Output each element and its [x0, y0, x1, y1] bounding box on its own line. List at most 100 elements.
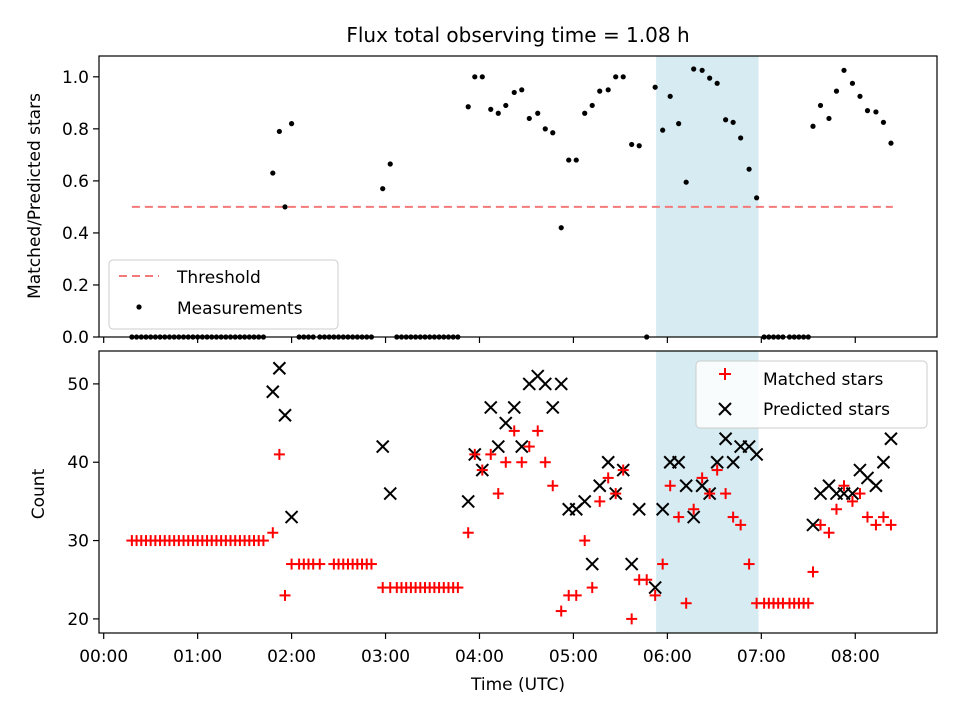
x-tick-label: 01:00	[173, 647, 222, 667]
predicted-point	[655, 502, 670, 516]
matched-point	[469, 448, 481, 460]
matched-point	[570, 589, 582, 601]
matched-point	[547, 480, 559, 492]
predicted-point	[383, 486, 397, 501]
measurement-point	[738, 135, 744, 141]
matched-point	[711, 464, 723, 476]
measurement-point	[833, 88, 840, 94]
measurement-point	[558, 225, 564, 231]
legend-predicted-label: Predicted stars	[763, 400, 890, 420]
legend-measurements-swatch	[136, 304, 142, 310]
legend-measurements-label: Measurements	[177, 299, 303, 319]
measurement-point	[636, 143, 642, 149]
predicted-point	[710, 455, 724, 469]
bottom-legend: Matched stars Predicted stars	[695, 360, 928, 429]
matched-point	[555, 605, 567, 617]
matched-point	[815, 519, 827, 531]
measurement-point	[691, 66, 697, 72]
matched-point	[508, 425, 520, 437]
matched-point	[267, 527, 279, 539]
predicted-point	[278, 408, 292, 422]
legend-threshold-label: Threshold	[176, 268, 261, 288]
matched-point	[641, 574, 653, 586]
predicted-point	[515, 439, 529, 454]
observing-window-shade	[656, 56, 759, 337]
matched-point	[673, 511, 685, 523]
bottom-legend-box	[695, 360, 928, 429]
matched-point	[594, 495, 606, 507]
y-tick-label: 0.2	[62, 276, 89, 296]
measurement-point	[488, 106, 494, 112]
bottom-y-axis-label: Count	[29, 468, 49, 519]
measurement-point	[699, 67, 705, 73]
measurement-point	[589, 102, 595, 109]
predicted-point	[491, 439, 505, 454]
measurement-point	[629, 141, 635, 148]
y-tick-label: 50	[67, 375, 89, 395]
x-tick-label: 03:00	[361, 647, 410, 667]
measurement-point	[526, 115, 532, 122]
predicted-point	[632, 502, 646, 516]
matched-point	[452, 582, 464, 594]
top-legend: Threshold Measurements	[108, 259, 339, 330]
measurement-point	[746, 166, 752, 172]
measurement-point	[730, 119, 736, 125]
bottom-x-ticks: 00:00 01:00 02:00 03:00 04:00 05:00 06:00 07:00…	[79, 633, 880, 667]
measurement-point	[270, 170, 276, 176]
measurement-point	[519, 87, 525, 93]
predicted-point	[749, 447, 764, 462]
matched-point	[743, 558, 755, 570]
matched-point	[492, 488, 504, 500]
chart-title: Flux total observing time = 1.08 h	[346, 23, 689, 47]
measurement-point	[465, 104, 471, 110]
matched-point	[516, 456, 528, 468]
predicted-point	[601, 455, 615, 469]
measurement-point	[573, 157, 579, 163]
x-tick-label: 08:00	[831, 647, 880, 667]
matched-point	[657, 558, 669, 570]
measurement-point	[880, 119, 887, 125]
x-axis-label: Time (UTC)	[470, 675, 565, 695]
matched-point	[664, 480, 676, 492]
top-y-ticks: 0.0 0.2 0.4 0.6 0.8 1.0	[62, 68, 99, 348]
measurement-points	[129, 66, 894, 340]
measurement-point	[503, 102, 509, 109]
matched-point	[617, 464, 629, 476]
predicted-point	[806, 518, 820, 532]
matched-point	[273, 448, 285, 460]
predicted-points	[266, 361, 898, 595]
matched-points	[126, 425, 897, 625]
matched-point	[279, 589, 291, 601]
matched-point	[727, 511, 739, 523]
predicted-point	[284, 510, 299, 524]
predicted-point	[718, 432, 733, 446]
predicted-point	[577, 494, 592, 509]
measurement-point	[288, 121, 295, 127]
y-tick-label: 0.4	[62, 224, 89, 244]
predicted-point	[461, 494, 475, 509]
predicted-point	[884, 432, 898, 446]
predicted-point	[679, 479, 693, 493]
matched-point	[257, 535, 269, 547]
measurement-point	[810, 123, 816, 129]
measurement-point	[723, 117, 729, 123]
measurement-point	[714, 80, 720, 86]
measurement-point	[754, 195, 760, 201]
y-tick-label: 1.0	[62, 68, 89, 88]
matched-point	[802, 597, 814, 609]
matched-point	[314, 558, 326, 570]
y-tick-label: 30	[67, 532, 89, 552]
measurement-point	[276, 128, 282, 135]
predicted-point	[499, 416, 513, 430]
measurement-point	[535, 110, 541, 116]
matched-point	[586, 582, 598, 594]
predicted-point	[876, 455, 891, 469]
matched-point	[854, 488, 866, 500]
y-tick-label: 0.0	[62, 328, 89, 348]
matched-point	[861, 511, 873, 523]
measurement-point	[873, 109, 879, 115]
x-tick-label: 00:00	[79, 647, 128, 667]
measurement-point	[857, 93, 863, 99]
measurement-point	[282, 204, 288, 210]
